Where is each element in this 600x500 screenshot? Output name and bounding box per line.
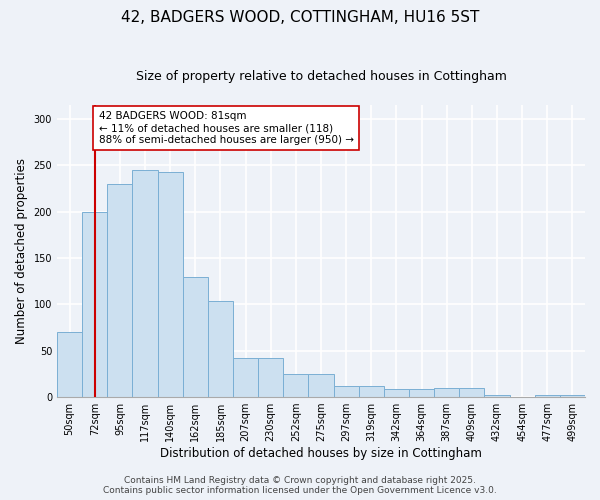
Text: 42 BADGERS WOOD: 81sqm
← 11% of detached houses are smaller (118)
88% of semi-de: 42 BADGERS WOOD: 81sqm ← 11% of detached… — [98, 112, 353, 144]
Bar — [233, 358, 258, 397]
Bar — [334, 386, 359, 397]
Bar — [82, 212, 107, 397]
Bar — [283, 374, 308, 397]
Text: 42, BADGERS WOOD, COTTINGHAM, HU16 5ST: 42, BADGERS WOOD, COTTINGHAM, HU16 5ST — [121, 10, 479, 25]
Bar — [208, 300, 233, 397]
Bar — [384, 388, 409, 397]
Title: Size of property relative to detached houses in Cottingham: Size of property relative to detached ho… — [136, 70, 506, 83]
Bar — [107, 184, 133, 397]
Text: Contains HM Land Registry data © Crown copyright and database right 2025.
Contai: Contains HM Land Registry data © Crown c… — [103, 476, 497, 495]
Y-axis label: Number of detached properties: Number of detached properties — [15, 158, 28, 344]
Bar — [434, 388, 459, 397]
Bar — [359, 386, 384, 397]
Bar — [158, 172, 183, 397]
Bar — [484, 395, 509, 397]
Bar — [409, 388, 434, 397]
Bar — [535, 395, 560, 397]
Bar — [560, 395, 585, 397]
Bar — [258, 358, 283, 397]
Bar — [183, 276, 208, 397]
X-axis label: Distribution of detached houses by size in Cottingham: Distribution of detached houses by size … — [160, 447, 482, 460]
Bar — [57, 332, 82, 397]
Bar — [308, 374, 334, 397]
Bar — [133, 170, 158, 397]
Bar — [459, 388, 484, 397]
